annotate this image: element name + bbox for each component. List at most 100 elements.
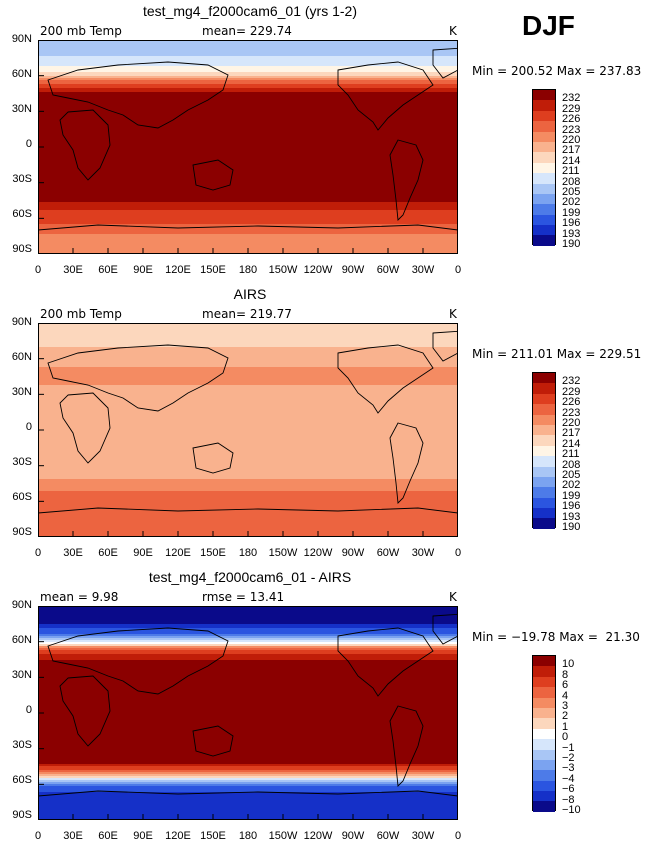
contour-band [38,714,458,717]
x-tick-label: 60W [376,547,400,559]
mid-label: mean= 229.74 [202,24,292,38]
contour-band [38,50,458,53]
contour-band [38,628,458,631]
contour-band [38,172,458,175]
contour-band [38,658,458,661]
contour-band [38,132,458,135]
contour-band [38,128,458,131]
contour-band [38,174,458,177]
contour-band [38,431,458,434]
unit-label: K [449,307,457,321]
colorbar-tick-label: 211 [562,165,580,178]
contour-band [38,718,458,721]
contour-band [38,190,458,193]
contour-band [38,762,458,765]
contour-band [38,409,458,412]
x-tick-label: 0 [34,547,42,559]
contour-band [38,349,458,352]
contour-band [38,64,458,67]
contour-band [38,206,458,209]
y-tick-label: 30S [12,173,32,185]
contour-band [38,610,458,613]
contour-band [38,42,458,45]
contour-band [38,136,458,139]
contour-band [38,134,458,137]
contour-band [38,730,458,733]
contour-band [38,461,458,464]
contour-band [38,646,458,649]
colorbar-swatch [533,687,555,698]
x-tick-label: 180 [238,264,258,276]
coastline [192,159,234,191]
contour-band [38,415,458,418]
contour-band [38,475,458,478]
contour-band [38,329,458,332]
colorbar-swatch [533,676,555,688]
contour-band [38,46,458,49]
contour-band [38,70,458,73]
contour-band [38,463,458,466]
x-tick-label: 120E [165,830,191,842]
colorbar-swatch [533,656,555,667]
x-tick-label: 60W [376,830,400,842]
contour-band [38,497,458,500]
contour-band [38,142,458,145]
contour-band [38,453,458,456]
contour-band [38,144,458,147]
coastline [192,725,234,757]
map-field [38,606,458,820]
contour-band [38,72,458,75]
contour-band [38,654,458,657]
y-tick-label: 60S [12,774,32,786]
x-tick-label: 90E [133,264,153,276]
colorbar-swatch [533,728,555,740]
colorbar-tick-label: 3 [562,700,569,712]
contour-band [38,379,458,382]
contour-band [38,792,458,795]
contour-band [38,650,458,653]
colorbar-tick-label: −4 [562,772,575,785]
contour-band [38,672,458,675]
contour-band [38,479,458,482]
colorbar-swatch [533,791,555,802]
y-tick-label: 90N [11,33,32,45]
contour-band [38,347,458,350]
colorbar [532,89,556,246]
y-tick-label: 30S [12,739,32,751]
contour-band [38,391,458,394]
contour-band [38,519,458,522]
x-tick-label: 0 [454,830,462,842]
y-tick-label: 60N [11,68,32,80]
coastline [192,442,234,474]
colorbar-tick-label: 220 [562,417,581,429]
colorbar-tick-label: 214 [562,154,581,167]
contour-band [38,491,458,494]
x-tick-label: 30W [411,547,435,559]
y-tick-label: 30N [11,669,32,681]
contour-band [38,776,458,779]
contour-band [38,182,458,185]
contour-band [38,118,458,121]
contour-band [38,323,458,326]
contour-band [38,644,458,647]
contour-band [38,804,458,807]
contour-band [38,140,458,143]
contour-band [38,507,458,510]
contour-band [38,720,458,723]
contour-band [38,365,458,368]
y-tick-label: 90S [12,809,32,821]
contour-band [38,335,458,338]
colorbar-tick-label: 202 [562,479,581,492]
contour-band [38,204,458,207]
map-field [38,40,458,254]
contour-band [38,212,458,215]
contour-band [38,642,458,645]
contour-band [38,656,458,659]
contour-band [38,622,458,625]
colorbar-swatch [533,476,555,488]
contour-band [38,114,458,117]
colorbar-swatch [533,780,555,792]
contour-band [38,333,458,336]
contour-band [38,242,458,245]
contour-band [38,764,458,767]
